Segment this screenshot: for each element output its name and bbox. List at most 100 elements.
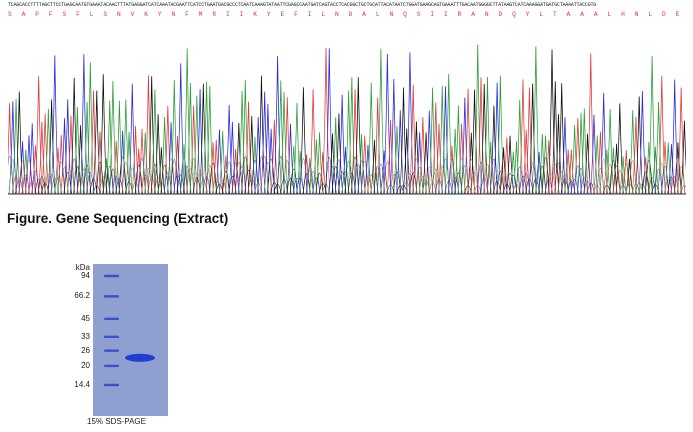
trace-peak bbox=[375, 48, 386, 195]
trace-noise bbox=[551, 163, 560, 195]
trace-peak bbox=[149, 89, 160, 195]
trace-noise bbox=[360, 160, 369, 195]
ladder-bands bbox=[104, 274, 119, 387]
trace-noise bbox=[170, 159, 179, 195]
trace-noise bbox=[441, 158, 450, 195]
trace-noise bbox=[150, 163, 159, 195]
ladder-band bbox=[104, 274, 119, 278]
trace-noise bbox=[448, 158, 456, 195]
trace-peak bbox=[556, 83, 567, 195]
trace-peak bbox=[382, 53, 393, 195]
trace-peak bbox=[308, 89, 319, 195]
dna-sequence: TCAGCACCTTTTAGCTTCCTGAGCAATGTGAAATACAACT… bbox=[8, 2, 597, 8]
trace-peak bbox=[550, 81, 561, 195]
trace-noise bbox=[615, 170, 624, 195]
trace-noise bbox=[541, 157, 550, 195]
gel-unit-label: kDa bbox=[75, 263, 90, 272]
trace-peak bbox=[201, 81, 212, 195]
trace-noise bbox=[357, 160, 366, 195]
trace-noise bbox=[167, 157, 175, 195]
trace-noise bbox=[528, 162, 537, 195]
trace-noise bbox=[18, 160, 27, 195]
trace-peak bbox=[272, 55, 283, 195]
chromatogram-traces bbox=[8, 44, 686, 195]
trace-noise bbox=[276, 156, 285, 195]
ladder-label: 94 bbox=[81, 271, 90, 280]
trace-noise bbox=[364, 176, 372, 195]
trace-peak bbox=[98, 74, 109, 195]
trace-peak bbox=[185, 82, 196, 195]
sample-band bbox=[125, 353, 155, 362]
sds-page-figure: kDa 94 66.2 45 33 26 20 14.4 15% SDS-PAGE bbox=[62, 260, 180, 432]
trace-peak bbox=[472, 44, 483, 195]
trace-peak bbox=[350, 89, 360, 195]
trace-peak bbox=[243, 101, 254, 195]
trace-peak bbox=[530, 46, 541, 195]
trace-peak bbox=[427, 87, 438, 195]
trace-noise bbox=[96, 161, 104, 195]
trace-noise bbox=[309, 171, 318, 195]
trace-noise bbox=[209, 162, 217, 195]
trace-peak bbox=[78, 54, 89, 195]
trace-noise bbox=[644, 160, 653, 195]
trace-peak bbox=[395, 110, 406, 195]
trace-noise bbox=[496, 170, 505, 195]
trace-noise bbox=[561, 178, 569, 195]
trace-noise bbox=[8, 159, 17, 195]
trace-noise bbox=[299, 158, 308, 195]
trace-peak bbox=[676, 87, 686, 195]
trace-noise bbox=[457, 157, 466, 195]
trace-peak bbox=[120, 99, 131, 195]
trace-noise bbox=[57, 161, 66, 195]
trace-peak bbox=[127, 83, 138, 195]
ladder-band bbox=[104, 383, 119, 387]
trace-noise bbox=[483, 163, 492, 195]
trace-peak bbox=[560, 117, 570, 195]
trace-peak bbox=[443, 74, 454, 195]
trace-noise bbox=[25, 159, 33, 195]
trace-noise bbox=[376, 163, 385, 195]
trace-peak bbox=[337, 94, 348, 195]
amino-acid-sequence: S A P F S F L S N V K Y N F M R I I K Y … bbox=[8, 11, 686, 18]
trace-noise bbox=[189, 158, 198, 195]
trace-noise bbox=[580, 177, 589, 195]
trace-peak bbox=[104, 100, 115, 195]
trace-peak bbox=[182, 48, 193, 195]
trace-peak bbox=[547, 49, 557, 195]
trace-peak bbox=[59, 118, 70, 195]
trace-peak bbox=[366, 82, 377, 195]
trace-peak bbox=[279, 92, 289, 195]
ladder-label: 45 bbox=[81, 313, 90, 323]
ladder-label: 20 bbox=[81, 360, 90, 370]
trace-noise bbox=[606, 163, 615, 195]
trace-peak bbox=[647, 56, 658, 195]
trace-noise bbox=[47, 173, 56, 195]
trace-peak bbox=[69, 77, 80, 195]
trace-noise bbox=[383, 161, 392, 195]
trace-noise bbox=[222, 170, 230, 195]
trace-peak bbox=[495, 75, 506, 195]
trace-peak bbox=[146, 76, 157, 195]
trace-noise bbox=[380, 172, 389, 195]
trace-noise bbox=[312, 177, 321, 195]
ladder-label: 33 bbox=[81, 331, 90, 341]
trace-peak bbox=[492, 82, 503, 195]
trace-peak bbox=[424, 110, 435, 195]
trace-noise bbox=[554, 162, 563, 195]
trace-noise bbox=[412, 158, 421, 195]
trace-peak bbox=[224, 104, 235, 195]
trace-noise bbox=[225, 161, 234, 195]
trace-noise bbox=[231, 162, 240, 195]
ladder-band bbox=[104, 317, 119, 320]
trace-noise bbox=[283, 160, 292, 195]
trace-peak bbox=[453, 105, 464, 195]
trace-noise bbox=[680, 185, 686, 195]
trace-noise bbox=[525, 178, 534, 195]
trace-peak bbox=[421, 132, 432, 195]
trace-noise bbox=[477, 162, 485, 195]
trace-noise bbox=[422, 180, 431, 195]
trace-noise bbox=[467, 158, 476, 195]
gel-image bbox=[93, 264, 168, 416]
trace-peak bbox=[408, 84, 419, 195]
trace-noise bbox=[121, 161, 130, 195]
